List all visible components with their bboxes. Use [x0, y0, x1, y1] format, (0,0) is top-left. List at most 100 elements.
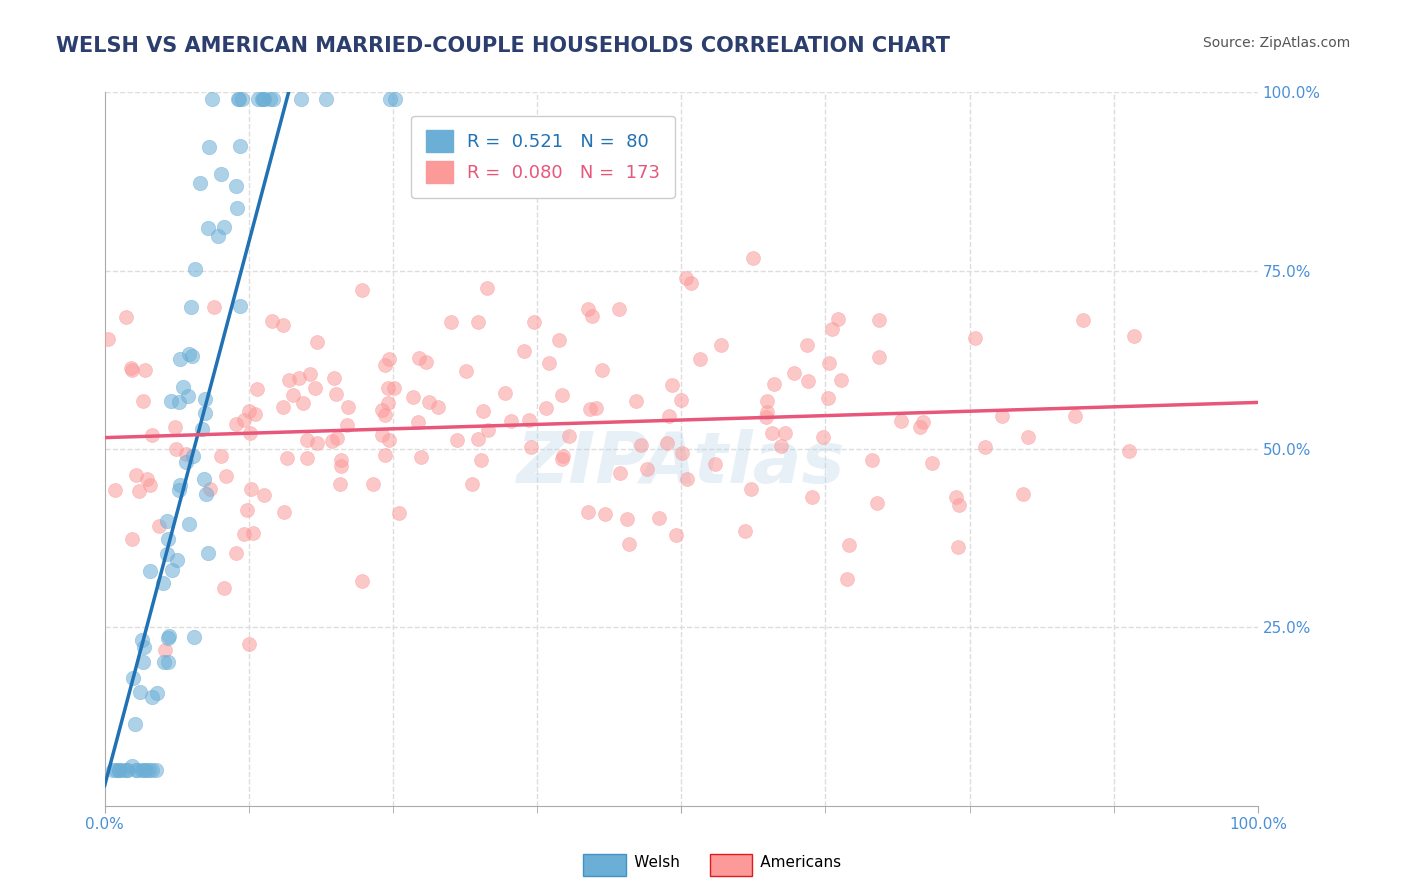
Point [108, 763, 131, 777]
Point [153, 642, 176, 657]
Point [581, 309, 603, 323]
Point [378, 93, 401, 107]
Point [290, 93, 312, 107]
Point [669, 393, 692, 408]
Point [948, 498, 970, 512]
Point [593, 507, 616, 521]
Point [658, 409, 681, 423]
Point [169, 351, 191, 366]
Point [325, 431, 347, 445]
Point [139, 564, 162, 578]
Point [350, 283, 373, 297]
Point [165, 442, 187, 456]
Point [374, 358, 396, 372]
Point [973, 440, 995, 454]
Point [371, 402, 394, 417]
Point [796, 338, 818, 352]
Point [141, 763, 163, 777]
Point [305, 334, 328, 349]
Point [238, 637, 260, 651]
Point [197, 546, 219, 560]
Point [321, 434, 343, 449]
Point [104, 763, 127, 777]
Point [225, 179, 247, 194]
Point [298, 368, 321, 382]
Point [245, 407, 267, 421]
Point [153, 655, 176, 669]
Point [945, 490, 967, 504]
Point [866, 496, 889, 510]
Point [198, 482, 221, 496]
Point [325, 387, 347, 401]
Point [384, 93, 406, 107]
Point [689, 352, 711, 367]
Point [238, 403, 260, 417]
Point [104, 483, 127, 497]
Point [329, 476, 352, 491]
Point [472, 404, 495, 418]
Point [156, 514, 179, 528]
Point [1118, 444, 1140, 458]
Point [415, 355, 437, 369]
Point [231, 93, 253, 107]
Point [292, 396, 315, 410]
Text: ZIPAtlas: ZIPAtlas [517, 429, 845, 498]
Point [295, 451, 318, 466]
Point [619, 537, 641, 551]
Point [454, 364, 477, 378]
Point [225, 417, 247, 431]
Point [304, 381, 326, 395]
Point [661, 377, 683, 392]
Point [157, 631, 180, 645]
Point [125, 763, 148, 777]
Point [501, 413, 523, 427]
Point [121, 671, 143, 685]
Point [188, 176, 211, 190]
Point [830, 373, 852, 387]
Point [115, 763, 138, 777]
Point [329, 453, 352, 467]
Point [558, 429, 581, 443]
Point [225, 201, 247, 215]
Point [835, 572, 858, 586]
Point [402, 390, 425, 404]
Point [377, 352, 399, 367]
Point [921, 456, 943, 470]
Point [152, 576, 174, 591]
Point [467, 432, 489, 446]
Point [446, 434, 468, 448]
Point [323, 370, 346, 384]
Point [145, 763, 167, 777]
Point [201, 93, 224, 107]
Point [740, 482, 762, 496]
Point [141, 428, 163, 442]
Point [755, 410, 778, 425]
Point [197, 140, 219, 154]
Point [97, 332, 120, 346]
Point [440, 315, 463, 329]
Point [408, 351, 430, 366]
Point [259, 93, 281, 107]
Point [550, 452, 572, 467]
Point [520, 440, 543, 454]
Point [194, 392, 217, 407]
Point [991, 409, 1014, 424]
Point [281, 388, 304, 402]
Point [796, 375, 818, 389]
Point [374, 449, 396, 463]
Point [134, 363, 156, 377]
Point [167, 483, 190, 497]
Point [377, 396, 399, 410]
Point [350, 574, 373, 588]
Point [121, 759, 143, 773]
Point [755, 394, 778, 409]
Point [121, 363, 143, 377]
Text: Source: ZipAtlas.com: Source: ZipAtlas.com [1202, 36, 1350, 50]
Point [115, 763, 138, 777]
Point [134, 763, 156, 777]
Point [212, 581, 235, 595]
Point [277, 373, 299, 387]
Point [818, 356, 841, 370]
Point [107, 763, 129, 777]
Point [131, 633, 153, 648]
